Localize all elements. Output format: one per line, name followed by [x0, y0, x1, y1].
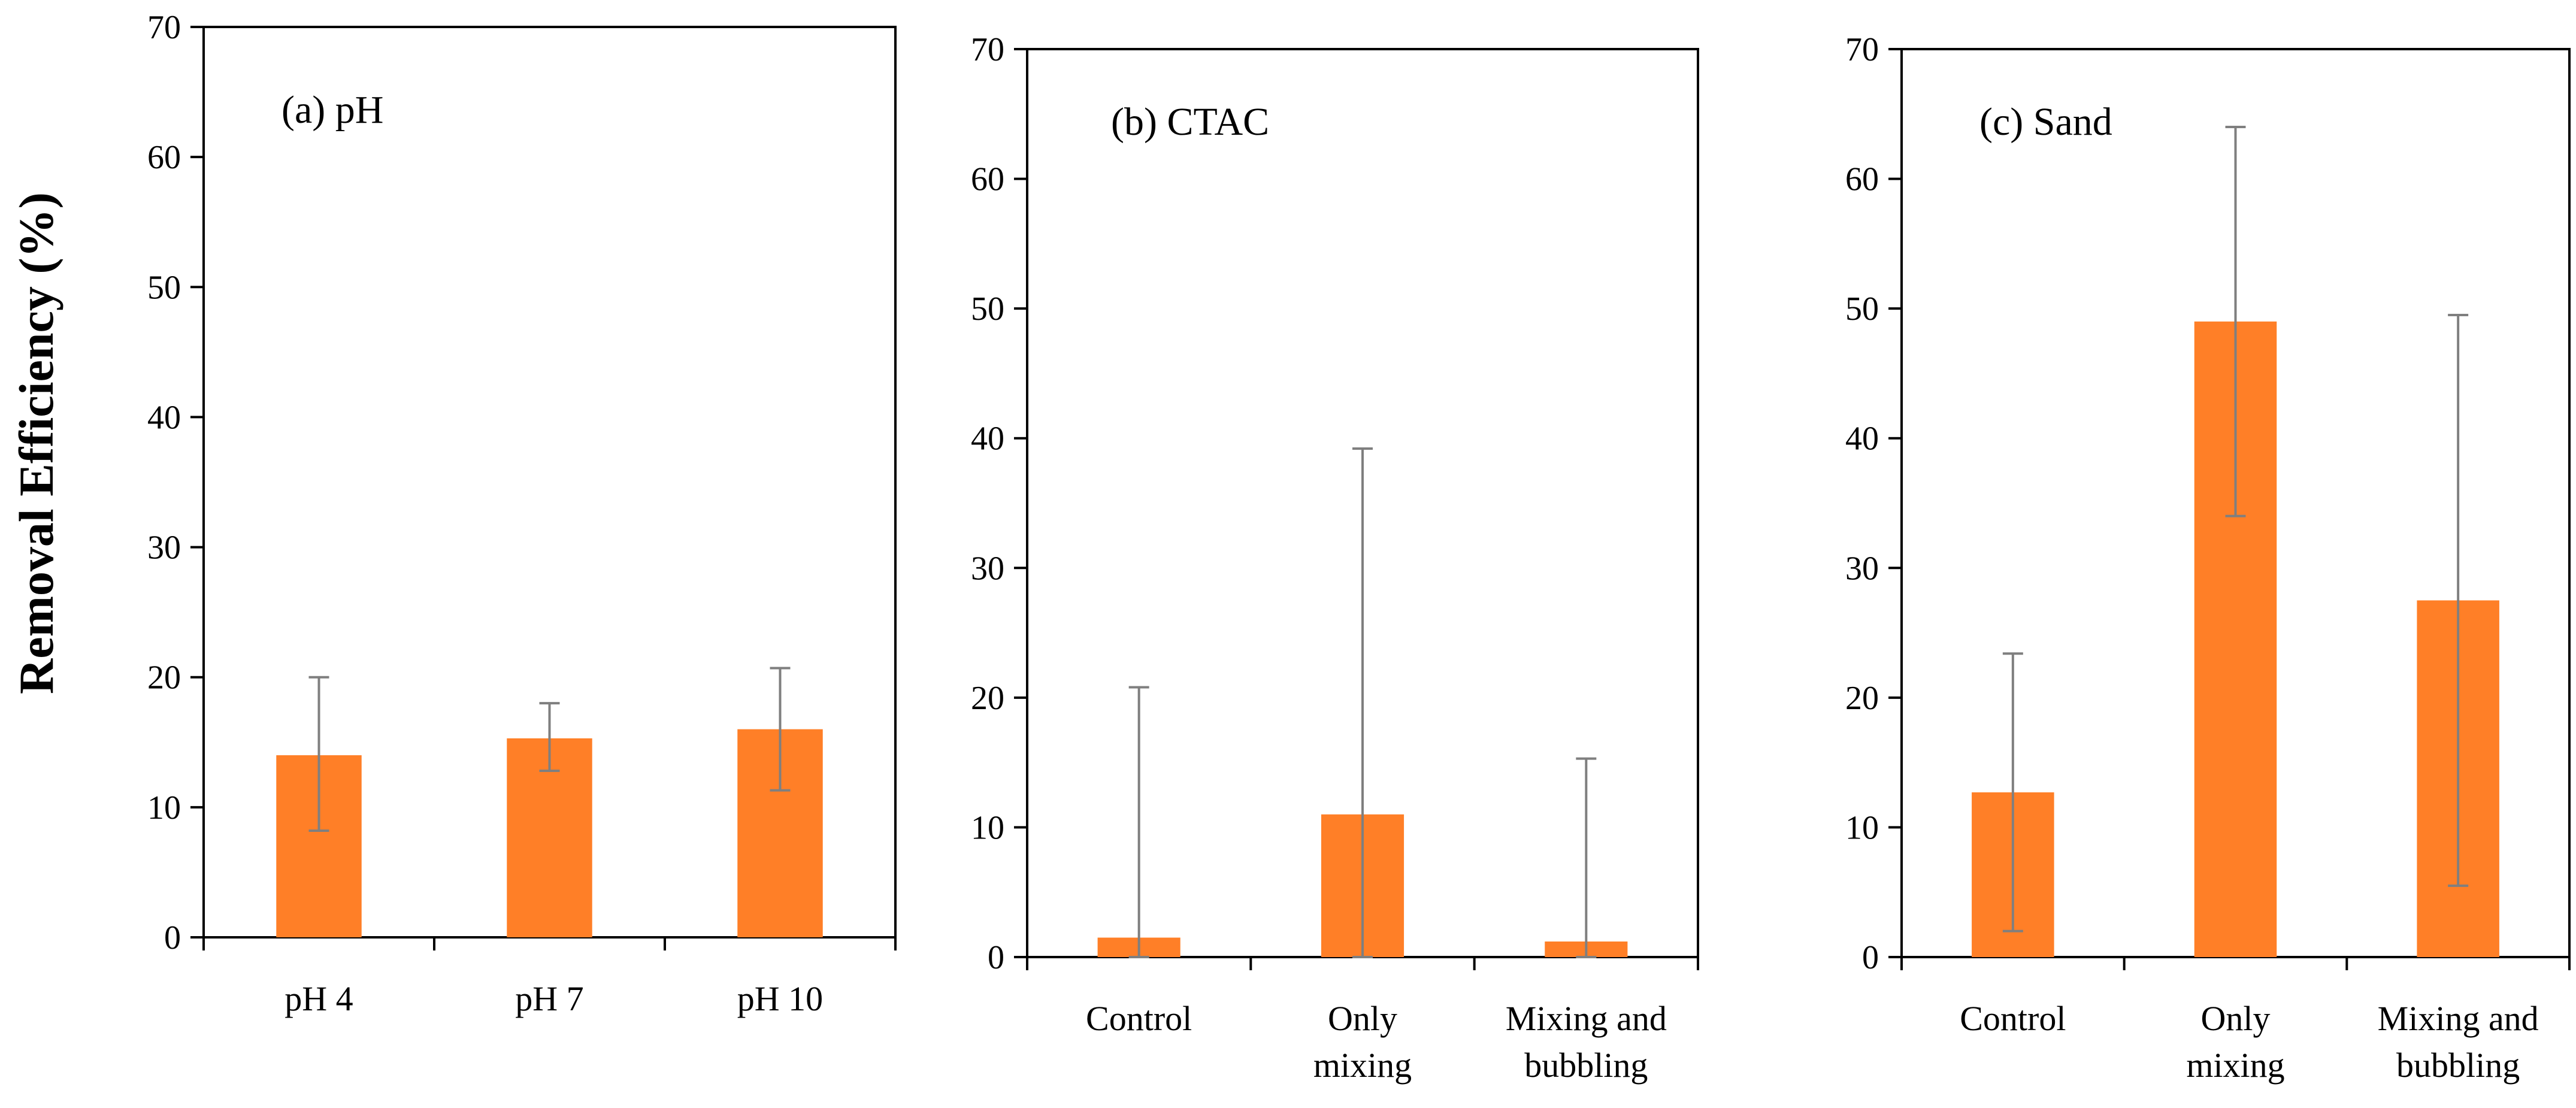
y-tick-label: 70 [971, 31, 1004, 68]
y-tick-label: 20 [147, 659, 181, 697]
y-tick-label: 30 [147, 529, 181, 567]
y-tick-label: 60 [147, 139, 181, 176]
y-axis-label: Removal Efficiency (%) [9, 192, 63, 694]
x-category-label: Only [1328, 999, 1397, 1038]
y-tick-label: 30 [971, 550, 1004, 587]
chart-panel-2: 0 10 20 30 40 50 60 70 Control Only mixing Mixing a… [971, 31, 1699, 1085]
y-tick-label: 20 [971, 680, 1004, 717]
x-category-label: pH 7 [515, 979, 583, 1018]
y-tick-label: 0 [1862, 939, 1879, 976]
y-tick-label: 60 [971, 161, 1004, 198]
x-category-label: bubbling [1524, 1046, 1648, 1085]
x-category-label: Mixing and [2378, 999, 2539, 1038]
chart-panel-1: 0 10 20 30 40 50 60 70 pH 4 pH 7 pH 10 (a) pH [147, 9, 897, 1018]
y-tick-label: 70 [147, 9, 181, 46]
chart-panel-3: 0 10 20 30 40 50 60 70 Control Only mixing Mixing a… [1845, 31, 2571, 1085]
panel-title: (b) CTAC [1111, 100, 1269, 144]
panel-title: (c) Sand [1979, 100, 2112, 144]
y-tick-label: 0 [164, 919, 181, 956]
y-tick-label: 0 [988, 939, 1004, 976]
y-tick-label: 30 [1845, 550, 1879, 587]
y-tick-label: 40 [971, 420, 1004, 458]
y-tick-label: 10 [147, 789, 181, 827]
x-category-label: Only [2201, 999, 2271, 1038]
y-tick-label: 50 [971, 290, 1004, 328]
y-tick-label: 60 [1845, 161, 1879, 198]
y-tick-label: 40 [1845, 420, 1879, 458]
x-category-label: bubbling [2396, 1046, 2520, 1085]
x-category-label: Control [1086, 999, 1192, 1038]
y-tick-label: 50 [1845, 290, 1879, 328]
y-tick-label: 10 [1845, 809, 1879, 846]
y-tick-label: 10 [971, 809, 1004, 846]
y-tick-label: 50 [147, 269, 181, 306]
y-tick-label: 20 [1845, 680, 1879, 717]
x-category-label: pH 4 [284, 979, 353, 1018]
x-category-label: mixing [2186, 1046, 2284, 1085]
panel-title: (a) pH [281, 88, 383, 132]
y-tick-label: 40 [147, 399, 181, 436]
x-category-label: Control [1960, 999, 2066, 1038]
x-category-label: mixing [1313, 1046, 1412, 1085]
y-tick-label: 70 [1845, 31, 1879, 68]
x-category-label: Mixing and [1506, 999, 1667, 1038]
x-category-label: pH 10 [737, 979, 823, 1018]
